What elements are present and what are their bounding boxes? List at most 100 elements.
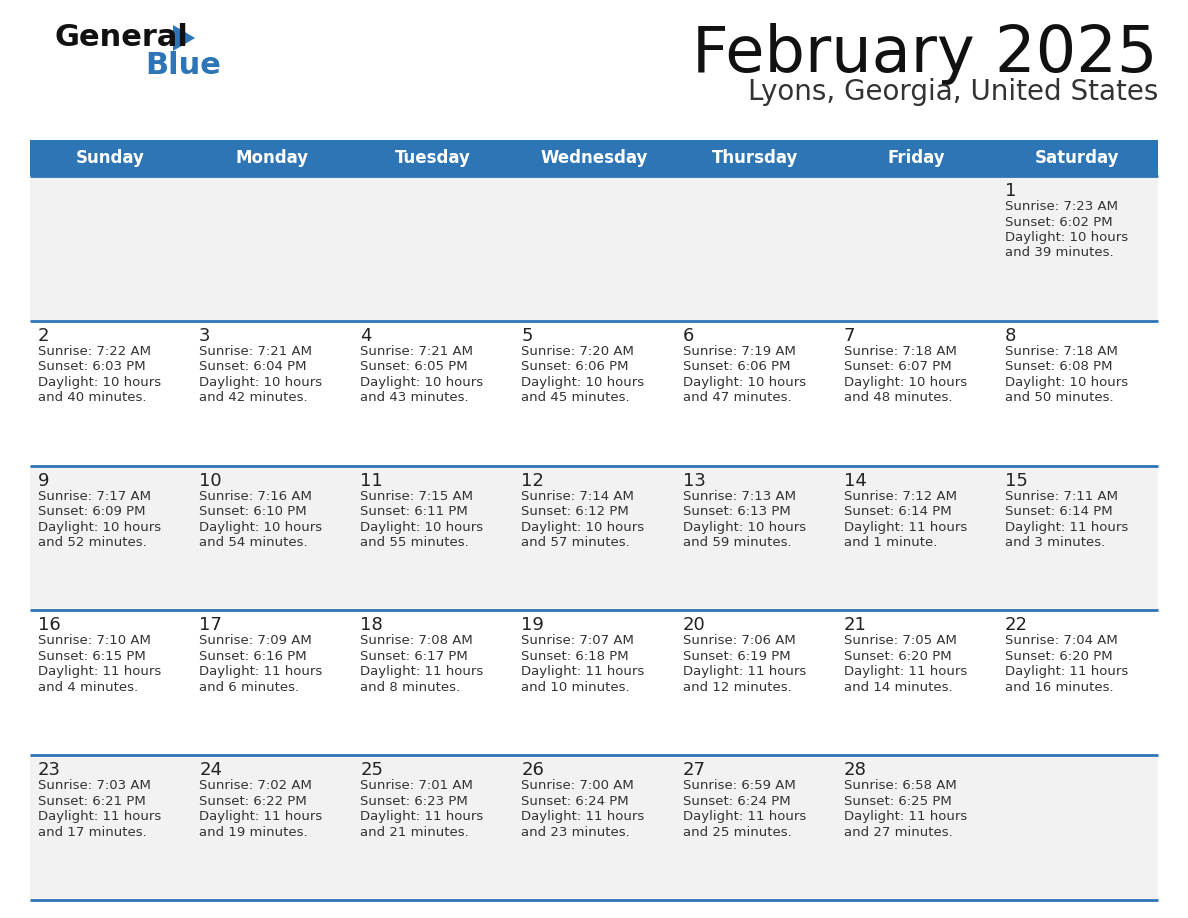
Text: Sunset: 6:19 PM: Sunset: 6:19 PM — [683, 650, 790, 663]
Text: Sunrise: 7:04 AM: Sunrise: 7:04 AM — [1005, 634, 1118, 647]
Text: and 27 minutes.: and 27 minutes. — [843, 825, 953, 839]
Text: Sunset: 6:15 PM: Sunset: 6:15 PM — [38, 650, 146, 663]
Text: 6: 6 — [683, 327, 694, 345]
Text: Sunrise: 7:08 AM: Sunrise: 7:08 AM — [360, 634, 473, 647]
Text: Sunset: 6:03 PM: Sunset: 6:03 PM — [38, 360, 146, 374]
Text: 18: 18 — [360, 616, 383, 634]
Text: General: General — [55, 23, 189, 52]
Text: and 10 minutes.: and 10 minutes. — [522, 681, 630, 694]
Text: and 43 minutes.: and 43 minutes. — [360, 391, 469, 404]
Polygon shape — [173, 25, 195, 51]
Text: and 16 minutes.: and 16 minutes. — [1005, 681, 1113, 694]
Text: and 8 minutes.: and 8 minutes. — [360, 681, 461, 694]
Text: and 25 minutes.: and 25 minutes. — [683, 825, 791, 839]
Bar — [30, 140, 1158, 176]
Text: Sunrise: 7:21 AM: Sunrise: 7:21 AM — [360, 345, 473, 358]
Text: Sunset: 6:11 PM: Sunset: 6:11 PM — [360, 505, 468, 518]
Bar — [30, 465, 1158, 610]
Text: Sunset: 6:06 PM: Sunset: 6:06 PM — [683, 360, 790, 374]
Text: Sunrise: 7:15 AM: Sunrise: 7:15 AM — [360, 489, 473, 502]
Text: Sunrise: 7:19 AM: Sunrise: 7:19 AM — [683, 345, 796, 358]
Text: Sunrise: 7:18 AM: Sunrise: 7:18 AM — [1005, 345, 1118, 358]
Text: Sunday: Sunday — [76, 149, 145, 167]
Text: February 2025: February 2025 — [693, 23, 1158, 85]
Text: Daylight: 11 hours: Daylight: 11 hours — [38, 666, 162, 678]
Text: 13: 13 — [683, 472, 706, 489]
Text: 19: 19 — [522, 616, 544, 634]
Text: and 12 minutes.: and 12 minutes. — [683, 681, 791, 694]
Text: Daylight: 10 hours: Daylight: 10 hours — [360, 375, 484, 389]
Text: and 55 minutes.: and 55 minutes. — [360, 536, 469, 549]
Text: 22: 22 — [1005, 616, 1028, 634]
Text: 9: 9 — [38, 472, 50, 489]
Text: Sunrise: 7:06 AM: Sunrise: 7:06 AM — [683, 634, 795, 647]
Text: Sunset: 6:14 PM: Sunset: 6:14 PM — [1005, 505, 1112, 518]
Text: Sunset: 6:06 PM: Sunset: 6:06 PM — [522, 360, 628, 374]
Text: Sunset: 6:22 PM: Sunset: 6:22 PM — [200, 795, 307, 808]
Text: Sunrise: 7:21 AM: Sunrise: 7:21 AM — [200, 345, 312, 358]
Text: Sunrise: 7:23 AM: Sunrise: 7:23 AM — [1005, 200, 1118, 213]
Text: Daylight: 11 hours: Daylight: 11 hours — [1005, 666, 1129, 678]
Text: Daylight: 11 hours: Daylight: 11 hours — [843, 521, 967, 533]
Text: and 40 minutes.: and 40 minutes. — [38, 391, 146, 404]
Text: and 54 minutes.: and 54 minutes. — [200, 536, 308, 549]
Text: 23: 23 — [38, 761, 61, 779]
Text: Daylight: 11 hours: Daylight: 11 hours — [1005, 521, 1129, 533]
Text: and 48 minutes.: and 48 minutes. — [843, 391, 953, 404]
Text: Thursday: Thursday — [712, 149, 798, 167]
Text: Sunset: 6:14 PM: Sunset: 6:14 PM — [843, 505, 952, 518]
Text: Sunset: 6:07 PM: Sunset: 6:07 PM — [843, 360, 952, 374]
Text: and 14 minutes.: and 14 minutes. — [843, 681, 953, 694]
Text: and 47 minutes.: and 47 minutes. — [683, 391, 791, 404]
Text: Sunrise: 7:22 AM: Sunrise: 7:22 AM — [38, 345, 151, 358]
Text: Sunrise: 6:59 AM: Sunrise: 6:59 AM — [683, 779, 795, 792]
Text: 12: 12 — [522, 472, 544, 489]
Text: and 52 minutes.: and 52 minutes. — [38, 536, 147, 549]
Text: Friday: Friday — [887, 149, 946, 167]
Text: Daylight: 11 hours: Daylight: 11 hours — [38, 811, 162, 823]
Text: Lyons, Georgia, United States: Lyons, Georgia, United States — [747, 78, 1158, 106]
Text: Daylight: 10 hours: Daylight: 10 hours — [683, 375, 805, 389]
Text: 11: 11 — [360, 472, 383, 489]
Text: 2: 2 — [38, 327, 50, 345]
Text: Sunset: 6:18 PM: Sunset: 6:18 PM — [522, 650, 630, 663]
Bar — [30, 320, 1158, 465]
Text: Sunset: 6:25 PM: Sunset: 6:25 PM — [843, 795, 952, 808]
Text: Sunrise: 7:18 AM: Sunrise: 7:18 AM — [843, 345, 956, 358]
Text: 24: 24 — [200, 761, 222, 779]
Text: Sunrise: 7:10 AM: Sunrise: 7:10 AM — [38, 634, 151, 647]
Text: Sunset: 6:23 PM: Sunset: 6:23 PM — [360, 795, 468, 808]
Text: Monday: Monday — [235, 149, 308, 167]
Text: Daylight: 11 hours: Daylight: 11 hours — [360, 666, 484, 678]
Text: and 59 minutes.: and 59 minutes. — [683, 536, 791, 549]
Text: Sunrise: 7:01 AM: Sunrise: 7:01 AM — [360, 779, 473, 792]
Text: 16: 16 — [38, 616, 61, 634]
Text: and 39 minutes.: and 39 minutes. — [1005, 247, 1113, 260]
Text: Daylight: 10 hours: Daylight: 10 hours — [38, 521, 162, 533]
Text: and 45 minutes.: and 45 minutes. — [522, 391, 630, 404]
Text: Sunset: 6:20 PM: Sunset: 6:20 PM — [843, 650, 952, 663]
Text: 5: 5 — [522, 327, 533, 345]
Text: Sunrise: 7:13 AM: Sunrise: 7:13 AM — [683, 489, 796, 502]
Text: 7: 7 — [843, 327, 855, 345]
Text: 8: 8 — [1005, 327, 1016, 345]
Text: Daylight: 11 hours: Daylight: 11 hours — [522, 811, 645, 823]
Text: Daylight: 10 hours: Daylight: 10 hours — [200, 521, 322, 533]
Text: 14: 14 — [843, 472, 866, 489]
Text: 3: 3 — [200, 327, 210, 345]
Text: Daylight: 10 hours: Daylight: 10 hours — [38, 375, 162, 389]
Text: Sunset: 6:08 PM: Sunset: 6:08 PM — [1005, 360, 1112, 374]
Text: Sunrise: 7:07 AM: Sunrise: 7:07 AM — [522, 634, 634, 647]
Text: and 1 minute.: and 1 minute. — [843, 536, 937, 549]
Text: Daylight: 10 hours: Daylight: 10 hours — [1005, 375, 1127, 389]
Text: Daylight: 10 hours: Daylight: 10 hours — [522, 521, 645, 533]
Text: Tuesday: Tuesday — [394, 149, 470, 167]
Text: Sunset: 6:20 PM: Sunset: 6:20 PM — [1005, 650, 1112, 663]
Text: Sunrise: 7:05 AM: Sunrise: 7:05 AM — [843, 634, 956, 647]
Text: and 17 minutes.: and 17 minutes. — [38, 825, 147, 839]
Text: and 3 minutes.: and 3 minutes. — [1005, 536, 1105, 549]
Text: Daylight: 11 hours: Daylight: 11 hours — [200, 666, 322, 678]
Text: Daylight: 11 hours: Daylight: 11 hours — [843, 666, 967, 678]
Text: Sunrise: 7:03 AM: Sunrise: 7:03 AM — [38, 779, 151, 792]
Text: Sunrise: 7:02 AM: Sunrise: 7:02 AM — [200, 779, 312, 792]
